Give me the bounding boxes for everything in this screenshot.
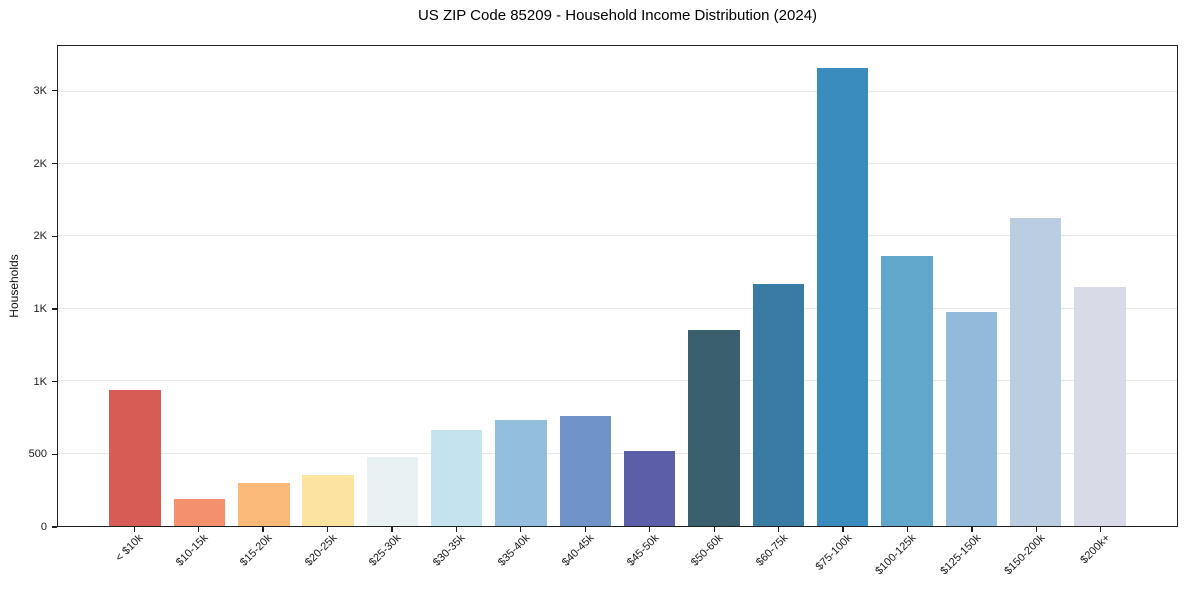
- x-tick-label: < $10k: [113, 532, 146, 565]
- bar-15: [1009, 217, 1062, 526]
- bar-3: [238, 483, 290, 526]
- bar-slot: [746, 46, 810, 526]
- bar-slot: [489, 46, 553, 526]
- gridline: [58, 452, 1177, 454]
- y-tick-mark: [52, 235, 57, 237]
- bar-1: [109, 389, 161, 526]
- bar-slot: [618, 46, 682, 526]
- x-tick-mark: [649, 527, 651, 532]
- y-tick-mark: [52, 453, 57, 455]
- bar-2: [173, 498, 226, 526]
- bar-slot: [167, 46, 231, 526]
- bar-slot: [1003, 46, 1067, 526]
- x-tick-mark: [777, 527, 780, 532]
- bar-slot: [360, 46, 424, 526]
- y-tick-label: 0: [40, 521, 47, 533]
- x-tick-mark: [1100, 527, 1102, 532]
- y-tick-label: 1K: [33, 302, 47, 315]
- x-tick-mark: [198, 527, 200, 532]
- bar-14: [945, 311, 997, 526]
- bar-slot: [553, 46, 617, 526]
- bar-13: [881, 255, 933, 526]
- x-tick-mark: [133, 527, 135, 532]
- x-tick-mark: [391, 527, 393, 532]
- y-tick-mark: [52, 380, 57, 383]
- bar-5: [366, 456, 419, 526]
- bar-6: [431, 429, 483, 526]
- y-tick-label: 1K: [33, 375, 47, 388]
- bar-7: [495, 419, 547, 526]
- y-tick-mark: [52, 526, 57, 528]
- bar-12: [816, 68, 869, 526]
- x-tick-mark: [971, 527, 973, 532]
- bar-11: [752, 284, 804, 526]
- chart-title: US ZIP Code 85209 - Household Income Dis…: [417, 7, 818, 24]
- bar-8: [559, 415, 612, 526]
- x-tick-mark: [1035, 527, 1037, 532]
- y-tick-label: 2K: [33, 230, 47, 243]
- bar-slot: [296, 46, 360, 526]
- gridline: [58, 163, 1177, 165]
- x-tick-mark: [326, 527, 329, 532]
- y-tick-label: 500: [28, 448, 47, 461]
- bar-slot: [1068, 46, 1132, 526]
- bar-16: [1074, 287, 1126, 526]
- bar-slot: [425, 46, 489, 526]
- bars-layer: [58, 46, 1177, 526]
- x-tick-mark: [520, 527, 522, 532]
- plot-area: [57, 45, 1178, 527]
- y-tick-label: 3K: [33, 84, 47, 97]
- gridline: [58, 90, 1177, 92]
- y-tick-mark: [52, 162, 57, 165]
- gridline: [58, 235, 1177, 237]
- bar-slot: [810, 46, 874, 526]
- x-tick-mark: [713, 527, 715, 532]
- bar-4: [302, 475, 354, 526]
- bar-9: [623, 451, 676, 526]
- gridline: [58, 380, 1177, 382]
- x-tick-mark: [584, 527, 586, 532]
- x-tick-mark: [262, 527, 264, 532]
- bar-slot: [103, 46, 167, 526]
- bar-slot: [875, 46, 939, 526]
- x-tick-mark: [842, 527, 844, 532]
- y-tick-mark: [52, 308, 57, 310]
- gridline-layer: [58, 46, 1177, 526]
- gridline: [58, 307, 1177, 309]
- y-tick-mark: [52, 90, 57, 92]
- y-tick-label: 2K: [33, 157, 47, 170]
- bar-slot: [682, 46, 746, 526]
- bar-10: [688, 329, 740, 526]
- bar-slot: [939, 46, 1003, 526]
- x-tick-mark: [455, 527, 458, 532]
- bar-slot: [232, 46, 296, 526]
- x-tick-mark: [906, 527, 909, 532]
